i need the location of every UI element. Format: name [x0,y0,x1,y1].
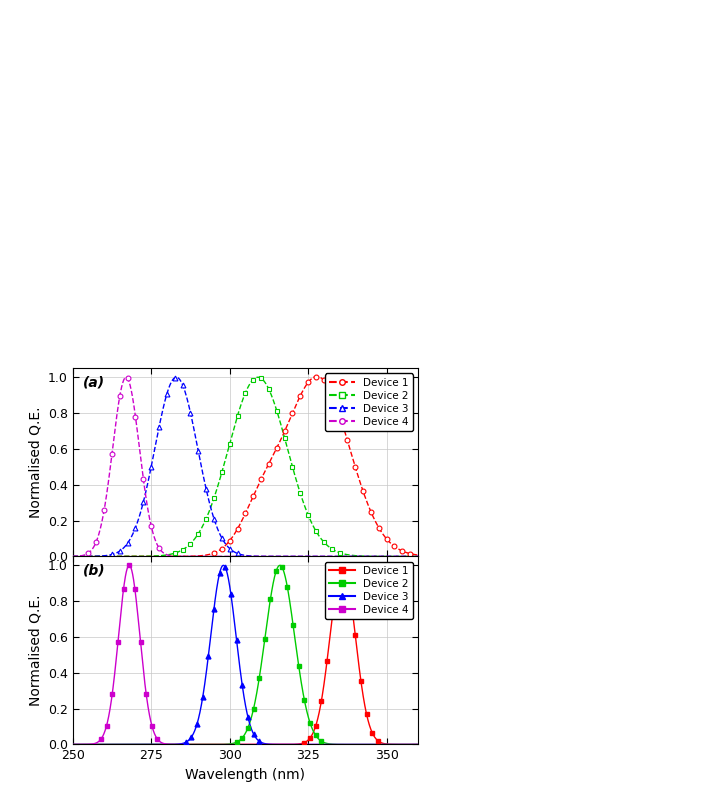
Legend: Device 1, Device 2, Device 3, Device 4: Device 1, Device 2, Device 3, Device 4 [325,562,413,619]
Text: (b): (b) [83,564,105,578]
Y-axis label: Normalised Q.E.: Normalised Q.E. [28,406,42,518]
X-axis label: Wavelength (nm): Wavelength (nm) [185,768,305,782]
Y-axis label: Normalised Q.E.: Normalised Q.E. [28,595,42,706]
Text: (a): (a) [83,375,105,390]
Legend: Device 1, Device 2, Device 3, Device 4: Device 1, Device 2, Device 3, Device 4 [325,374,413,431]
